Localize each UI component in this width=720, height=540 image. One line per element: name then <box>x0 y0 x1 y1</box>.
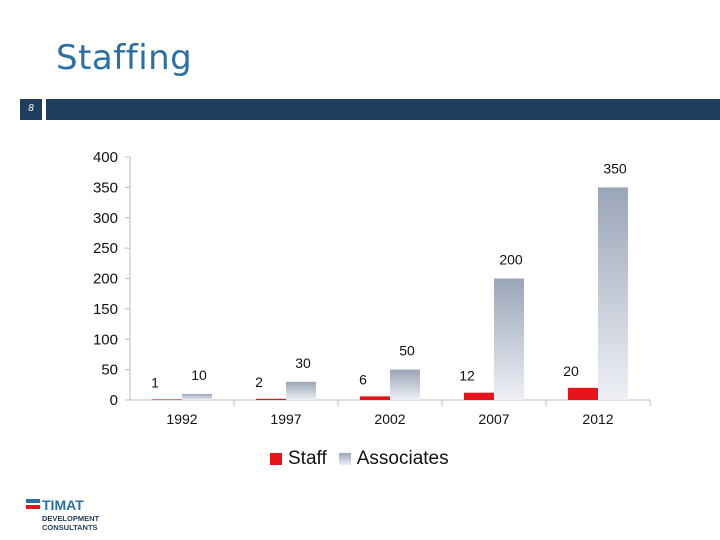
y-tick-label: 0 <box>110 392 118 409</box>
x-tick-label: 1992 <box>166 411 197 427</box>
data-label-staff: 6 <box>359 371 367 387</box>
bar-staff <box>464 392 494 400</box>
bar-staff <box>152 399 182 400</box>
y-tick-label: 50 <box>101 362 118 379</box>
data-label-associates: 200 <box>499 252 523 268</box>
slide-number: 8 <box>28 103 34 114</box>
y-tick-label: 250 <box>93 240 118 257</box>
bar-staff <box>360 396 390 400</box>
logo-brand: TIMAT <box>42 497 84 513</box>
y-tick-label: 200 <box>93 271 118 288</box>
legend-swatch-associates <box>338 453 351 465</box>
y-tick-label: 400 <box>93 149 118 166</box>
legend-item-staff: Staff <box>270 448 327 470</box>
y-tick-label: 150 <box>93 301 118 318</box>
bar-associates <box>598 187 628 400</box>
legend-item-associates: Associates <box>338 448 449 470</box>
y-tick-label: 350 <box>93 179 118 196</box>
x-tick-label: 1997 <box>270 411 301 427</box>
data-label-staff: 1 <box>151 374 159 390</box>
logo-line-2: CONSULTANTS <box>42 523 98 532</box>
bar-staff <box>256 398 286 400</box>
data-label-staff: 20 <box>563 363 579 379</box>
y-tick-label: 300 <box>93 210 118 227</box>
bar-staff <box>568 387 598 400</box>
logo-stripe-2 <box>26 505 40 509</box>
bar-associates <box>390 369 420 400</box>
slide-number-box: 8 <box>20 99 42 120</box>
data-label-staff: 12 <box>459 368 475 384</box>
header-bar <box>46 99 720 120</box>
logo-stripe-1 <box>26 499 40 503</box>
y-tick-label: 100 <box>93 331 118 348</box>
data-label-associates: 350 <box>603 160 627 176</box>
data-label-associates: 10 <box>191 367 207 383</box>
legend-label-staff: Staff <box>288 448 327 469</box>
data-label-associates: 50 <box>399 343 415 359</box>
logo-line-1: DEVELOPMENT <box>42 514 100 523</box>
x-tick-label: 2007 <box>478 411 509 427</box>
chart-legend: Staff Associates <box>270 448 461 470</box>
chart-labels: 1 10 2 30 6 50 12 200 20 350 <box>151 160 627 390</box>
legend-label-associates: Associates <box>356 448 449 469</box>
legend-swatch-staff <box>270 453 282 465</box>
data-label-associates: 30 <box>295 355 311 371</box>
chart-bars <box>152 187 628 400</box>
data-label-staff: 2 <box>255 374 263 390</box>
bar-associates <box>494 278 524 400</box>
company-logo: TIMAT DEVELOPMENT CONSULTANTS <box>26 497 100 532</box>
x-tick-label: 2012 <box>582 411 613 427</box>
slide-title: Staffing <box>56 38 193 78</box>
x-tick-label: 2002 <box>374 411 405 427</box>
bar-associates <box>286 381 316 400</box>
bar-associates <box>182 393 212 400</box>
